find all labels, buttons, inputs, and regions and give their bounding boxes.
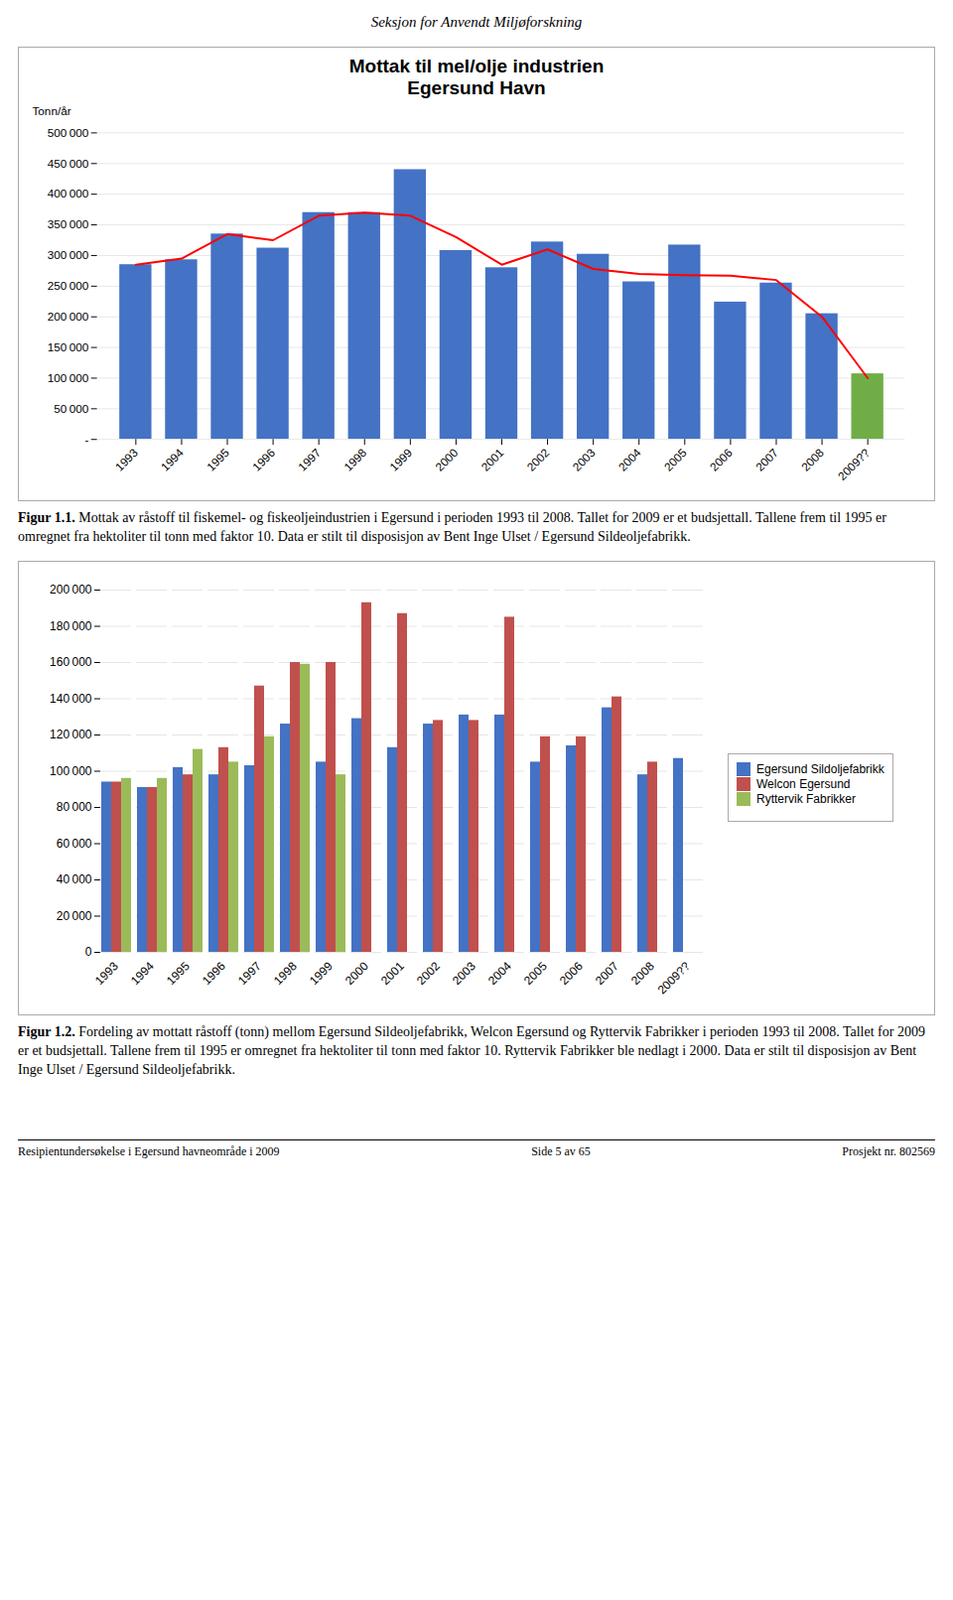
svg-text:250 000: 250 000 xyxy=(47,278,90,292)
html-text:Figur 1.2. Fordeling av mottat: Figur 1.2. Fordeling av mottatt råstoff … xyxy=(17,1024,926,1077)
html-text:Mottak til mel/olje industrien: Mottak til mel/olje industrien xyxy=(349,55,604,77)
svg-text:120 000: 120 000 xyxy=(49,727,93,742)
svg-text:1997: 1997 xyxy=(235,958,265,988)
html-text:Seksjon for Anvendt Miljøforsk: Seksjon for Anvendt Miljøforskning xyxy=(370,13,583,30)
svg-text:160 000: 160 000 xyxy=(49,655,93,670)
html-text:Ryttervik Fabrikker: Ryttervik Fabrikker xyxy=(756,792,856,807)
svg-text:2004: 2004 xyxy=(485,958,515,988)
svg-text:2003: 2003 xyxy=(449,958,479,988)
svg-text:200 000: 200 000 xyxy=(47,309,90,323)
html-text:Side 5 av 65: Side 5 av 65 xyxy=(531,1144,591,1159)
svg-text:100 000: 100 000 xyxy=(49,764,93,779)
html-text:Egersund Havn: Egersund Havn xyxy=(407,77,546,99)
svg-text:180 000: 180 000 xyxy=(49,619,93,634)
svg-text:500 000: 500 000 xyxy=(47,126,90,139)
html-text:Egersund Sildoljefabrikk: Egersund Sildoljefabrikk xyxy=(756,762,885,777)
svg-text:1997: 1997 xyxy=(295,445,324,474)
svg-text:400 000: 400 000 xyxy=(47,186,90,200)
svg-text:100 000: 100 000 xyxy=(47,371,90,385)
svg-text:40 000: 40 000 xyxy=(56,872,93,887)
svg-text:1996: 1996 xyxy=(199,958,229,988)
svg-text:1996: 1996 xyxy=(249,445,277,474)
svg-text:1994: 1994 xyxy=(157,445,186,474)
svg-text:200 000: 200 000 xyxy=(49,582,93,597)
svg-text:1998: 1998 xyxy=(341,445,370,474)
svg-text:1993: 1993 xyxy=(112,445,140,474)
svg-text:20 000: 20 000 xyxy=(56,909,93,924)
svg-text:Tonn/år: Tonn/år xyxy=(31,104,71,118)
svg-text:1993: 1993 xyxy=(92,958,122,988)
svg-text:1995: 1995 xyxy=(163,958,193,988)
svg-text:2007: 2007 xyxy=(752,445,781,474)
svg-text:300 000: 300 000 xyxy=(47,248,90,262)
svg-text:2001: 2001 xyxy=(378,958,408,988)
svg-text:2008: 2008 xyxy=(798,445,826,474)
html-text:Prosjekt nr. 802569: Prosjekt nr. 802569 xyxy=(842,1144,936,1159)
svg-text:2008: 2008 xyxy=(628,958,658,988)
svg-text:2002: 2002 xyxy=(413,958,443,988)
svg-text:150 000: 150 000 xyxy=(47,340,90,354)
svg-text:80 000: 80 000 xyxy=(56,800,93,815)
svg-text:2006: 2006 xyxy=(706,445,735,474)
svg-text:1998: 1998 xyxy=(271,958,300,988)
svg-text:350 000: 350 000 xyxy=(47,217,90,231)
svg-text:1995: 1995 xyxy=(203,445,232,474)
svg-text:450 000: 450 000 xyxy=(47,156,90,170)
svg-text:2009??: 2009?? xyxy=(655,958,693,997)
svg-text:2004: 2004 xyxy=(615,445,644,474)
svg-text:2009??: 2009?? xyxy=(834,445,872,483)
svg-text:60 000: 60 000 xyxy=(56,836,93,851)
svg-text:2005: 2005 xyxy=(661,445,689,474)
svg-text:-: - xyxy=(84,432,89,446)
html-text:Figur 1.1. Mottak av råstoff t: Figur 1.1. Mottak av råstoff til fiskeme… xyxy=(17,510,887,545)
svg-text:1999: 1999 xyxy=(306,958,336,988)
svg-text:2002: 2002 xyxy=(524,445,552,474)
html-text:Resipientundersøkelse i Egersu: Resipientundersøkelse i Egersund havneom… xyxy=(17,1144,280,1159)
svg-text:1994: 1994 xyxy=(128,958,157,988)
svg-text:50 000: 50 000 xyxy=(53,402,89,415)
svg-text:2007: 2007 xyxy=(592,958,622,988)
svg-text:2003: 2003 xyxy=(569,445,598,474)
html-text:Welcon Egersund: Welcon Egersund xyxy=(756,777,851,792)
svg-text:2000: 2000 xyxy=(432,445,461,474)
svg-text:0: 0 xyxy=(85,945,93,959)
svg-text:2000: 2000 xyxy=(342,958,372,988)
svg-text:2005: 2005 xyxy=(521,958,550,988)
svg-text:140 000: 140 000 xyxy=(49,691,93,706)
svg-text:1999: 1999 xyxy=(387,445,415,474)
svg-text:2001: 2001 xyxy=(478,445,507,474)
svg-text:2006: 2006 xyxy=(556,958,586,988)
